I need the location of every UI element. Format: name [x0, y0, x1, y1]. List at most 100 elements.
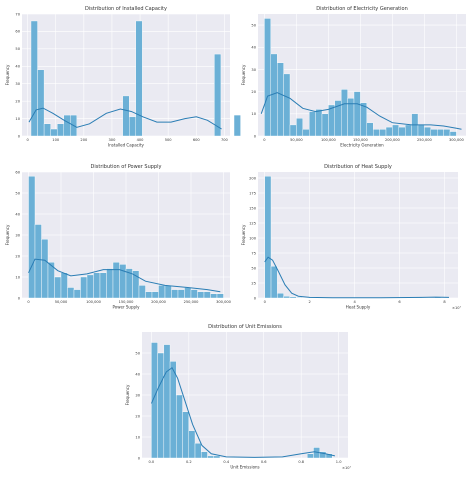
y-tick-label: 125 [249, 221, 256, 225]
x-tick-label: 300 [109, 138, 117, 142]
y-tick-label: 50 [251, 266, 256, 270]
histogram-bar [197, 291, 205, 299]
x-axis-label: Power Supply [113, 305, 141, 310]
x-tick-label: 300,000 [216, 300, 232, 304]
histogram-bar [171, 289, 179, 299]
plot-area [258, 172, 458, 298]
histogram-bar [34, 224, 42, 299]
y-axis-label: Frequency [241, 224, 246, 245]
histogram-bar [264, 18, 271, 137]
x-axis-label: Electricity Generation [340, 143, 384, 148]
kde-curve [28, 107, 222, 130]
x-axis-label: Unit Emissions [230, 465, 259, 470]
histogram-bar [379, 129, 387, 137]
histogram-bar [233, 114, 241, 137]
chart-panel-2: 0 50,000 100,000 150,000 200,000 250,000 300,0… [241, 6, 466, 148]
histogram-bar [73, 289, 81, 299]
y-tick-label: 30 [135, 393, 140, 397]
histogram-bar [201, 451, 208, 459]
histogram-bar [289, 124, 297, 137]
histogram-bar [145, 291, 153, 299]
x-tick-label: 0.2 [186, 460, 192, 464]
histogram-bar [277, 62, 284, 137]
x-tick-label: 100 [52, 138, 60, 142]
kde-curve [28, 258, 221, 293]
chart-panel-4: 0 2 4 6 8 0 25 50 75 100 125 150 175 200 Distribution … [241, 164, 462, 310]
histogram-bar [392, 124, 399, 137]
y-tick-label: 0 [18, 296, 21, 300]
histogram-bar [430, 129, 438, 137]
x-tick-label: 250,000 [184, 300, 200, 304]
histogram-bar [385, 126, 393, 137]
y-tick-label: 70 [15, 12, 20, 16]
y-tick-label: 20 [15, 99, 20, 103]
x-tick-label: 200 [80, 138, 88, 142]
y-tick-label: 10 [135, 435, 140, 439]
x-tick-label: 1.0 [336, 460, 342, 464]
x-tick-label: 0 [26, 138, 29, 142]
histogram-bar [50, 128, 58, 137]
histogram-bar [307, 453, 314, 459]
y-tick-label: 0 [254, 134, 257, 138]
histogram-bar [296, 118, 303, 137]
histogram-bar [443, 129, 451, 137]
y-tick-label: 60 [15, 30, 20, 34]
histogram-bar [283, 73, 291, 137]
histogram-bar [207, 455, 214, 459]
y-tick-label: 0 [138, 456, 141, 460]
y-tick-label: 20 [15, 254, 20, 258]
histogram-bar [182, 411, 189, 459]
histogram-bar [405, 124, 412, 137]
x-tick-label: 150,000 [119, 300, 135, 304]
y-tick-label: 30 [251, 68, 256, 72]
histogram-bar [194, 443, 202, 459]
histogram-bar [30, 20, 38, 137]
chart-panel-3: 0 50,000 100,000 150,000 200,000 250,000 300,0… [5, 164, 232, 310]
histogram-bar [437, 129, 444, 137]
y-tick-label: 150 [249, 206, 257, 210]
chart-title: Distribution of Electricity Generation [316, 6, 408, 12]
histogram-bar [43, 123, 51, 137]
y-tick-label: 30 [15, 233, 20, 237]
histogram-bar [56, 123, 64, 137]
histogram-bar [169, 361, 177, 459]
x-tick-label: 8 [443, 300, 446, 304]
x-tick-label: 0 [27, 300, 30, 304]
histogram-bar [138, 285, 146, 299]
y-tick-label: 50 [135, 351, 140, 355]
x-tick-label: 700 [221, 138, 229, 142]
histogram-bar [99, 272, 107, 299]
y-tick-label: 10 [15, 117, 20, 121]
chart-title: Distribution of Unit Emissions [208, 324, 282, 330]
histogram-bar [289, 296, 297, 299]
x-tick-label: 50,000 [55, 300, 68, 304]
histogram-bar [417, 124, 425, 137]
x-axis-label: Heat Supply [346, 305, 371, 310]
chart-title: Distribution of Heat Supply [324, 164, 392, 170]
histogram-bar [60, 272, 68, 299]
x-tick-label: 0 [264, 300, 267, 304]
kde-curve [150, 366, 336, 458]
histogram-bar [424, 126, 431, 137]
histogram-bar [353, 91, 361, 137]
histogram-bar [190, 289, 198, 299]
histogram-bar [54, 276, 62, 299]
y-tick-label: 75 [251, 251, 256, 255]
x-tick-label: 0.4 [223, 460, 229, 464]
y-tick-label: 10 [251, 112, 256, 116]
histogram-bar [283, 296, 291, 299]
histogram-bar [184, 287, 192, 299]
histogram-bar [296, 297, 303, 299]
x-tick-label: 400 [137, 138, 145, 142]
x-tick-label: 50,000 [290, 138, 303, 142]
histogram-bar [315, 109, 323, 137]
x-tick-label: 300,000 [449, 138, 465, 142]
histogram-bar [203, 291, 211, 299]
x-tick-label: 0.0 [149, 460, 155, 464]
y-tick-label: 40 [251, 46, 256, 50]
y-tick-label: 175 [249, 191, 256, 195]
histogram-bar [80, 276, 88, 299]
x-tick-label: 600 [193, 138, 201, 142]
x-tick-label: 200,000 [151, 300, 167, 304]
